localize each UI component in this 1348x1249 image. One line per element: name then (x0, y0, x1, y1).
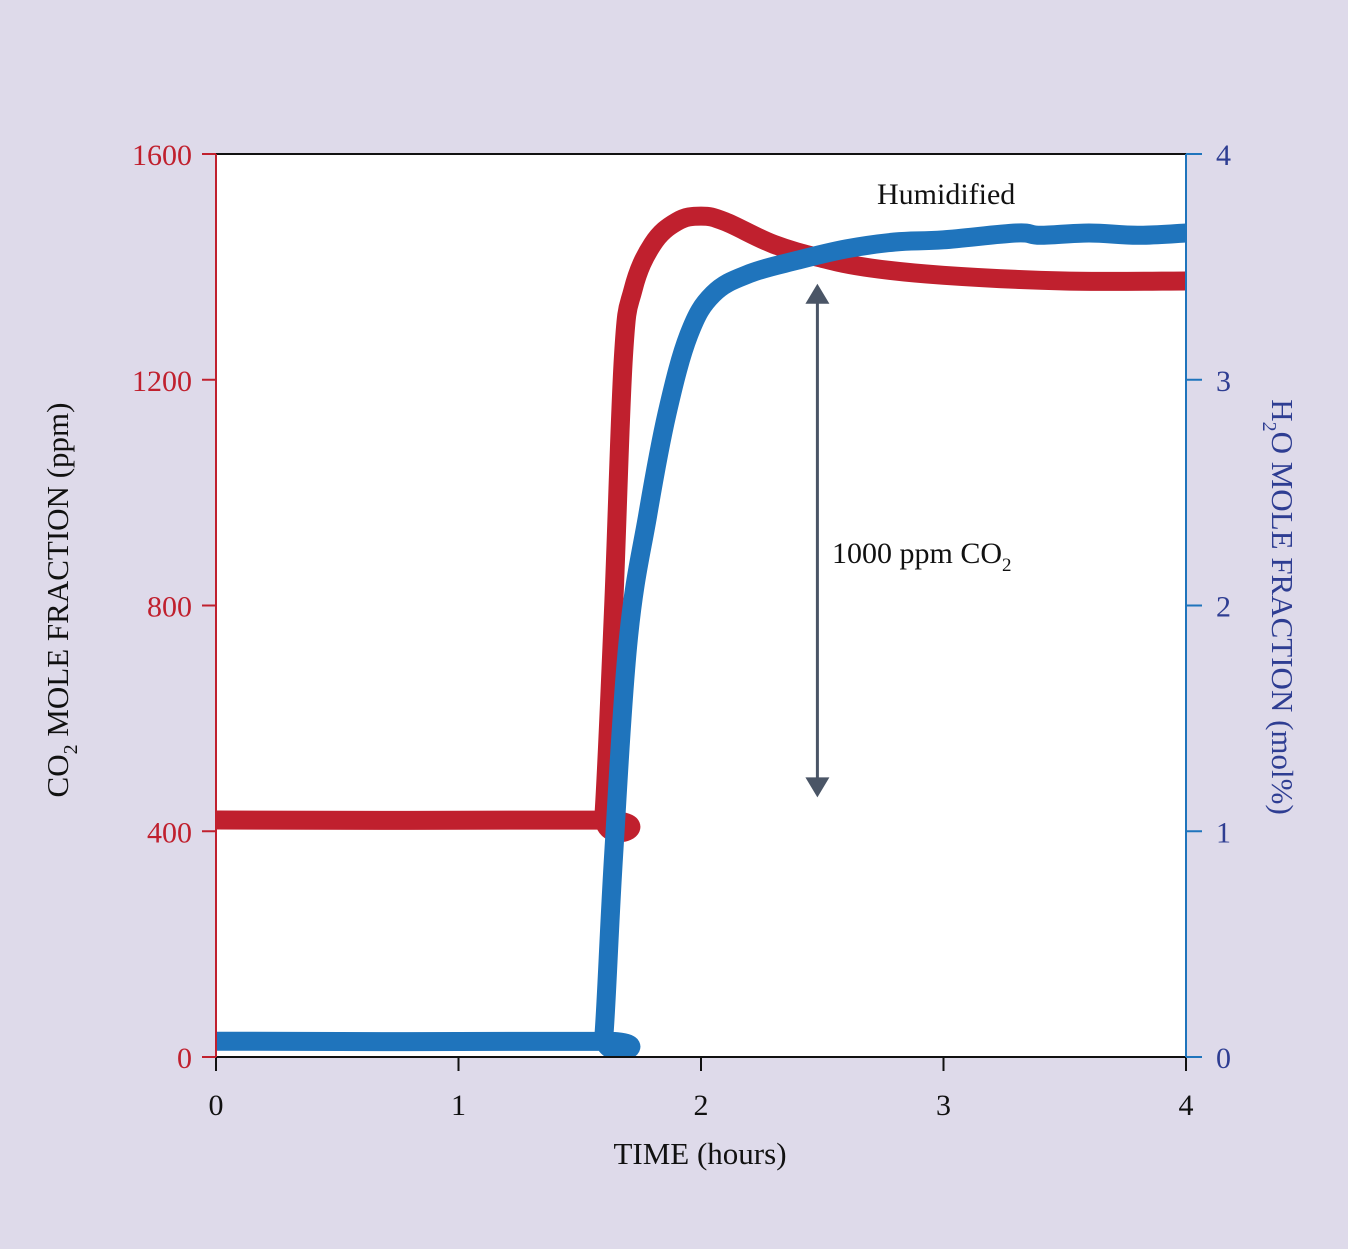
left-y-axis-title: CO2 MOLE FRACTION (ppm) (40, 403, 82, 798)
left-title-part-1: CO (40, 754, 75, 797)
x-axis-title: TIME (hours) (613, 1136, 786, 1171)
x-tick-label: 3 (936, 1089, 951, 1122)
right-y-axis-title: H2O MOLE FRACTION (mol%) (1258, 399, 1300, 815)
x-tick-label: 0 (209, 1089, 224, 1122)
left-title-subscript: 2 (60, 744, 82, 754)
co2-delta-arrow (805, 283, 830, 798)
right-y-tick-label: 1 (1216, 816, 1231, 849)
delta-label-subscript: 2 (1002, 555, 1012, 576)
humidified-label: Humidified (877, 178, 1015, 211)
arrow-head-up (805, 283, 830, 304)
right-title-part-1: H (1265, 399, 1300, 421)
right-y-tick-label: 2 (1216, 591, 1231, 624)
left-y-tick-label: 400 (147, 816, 192, 849)
left-y-tick-label: 0 (177, 1042, 192, 1075)
x-tick-label: 1 (451, 1089, 466, 1122)
x-tick-label: 2 (694, 1089, 709, 1122)
series-layer (216, 206, 1186, 1057)
x-tick-label: 4 (1179, 1089, 1194, 1122)
delta-label-main: 1000 ppm CO (832, 537, 1002, 570)
right-title-part-2: O MOLE FRACTION (mol%) (1265, 432, 1300, 815)
left-y-tick-label: 800 (147, 591, 192, 624)
right-y-tick-label: 4 (1216, 139, 1231, 172)
left-title-part-2: MOLE FRACTION (ppm) (40, 403, 75, 745)
left-y-tick-label: 1200 (132, 365, 192, 398)
right-y-tick-label: 3 (1216, 365, 1231, 398)
arrow-head-down (805, 777, 830, 798)
right-y-tick-label: 0 (1216, 1042, 1231, 1075)
right-title-subscript: 2 (1258, 422, 1280, 432)
left-y-tick-label: 1600 (132, 139, 192, 172)
delta-label: 1000 ppm CO2 (832, 537, 1012, 576)
h2o-series-line (216, 223, 1186, 1057)
